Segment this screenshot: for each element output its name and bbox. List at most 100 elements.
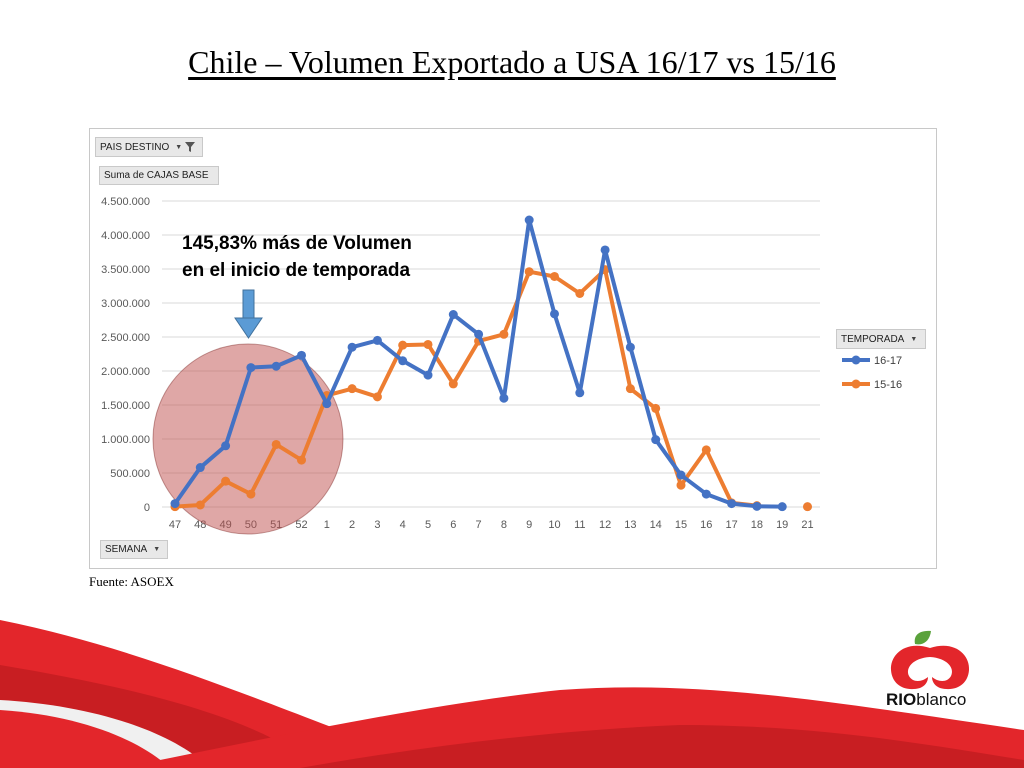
suma-cajas-field-button[interactable]: Suma de CAJAS BASE [99,166,219,185]
x-tick-label: 8 [501,519,507,531]
data-point [271,361,281,371]
data-point [727,499,737,509]
data-point [221,476,231,486]
y-tick-label: 2.000.000 [101,366,150,378]
temporada-label: TEMPORADA [841,333,905,345]
data-point [423,370,433,380]
x-tick-label: 16 [700,519,712,531]
x-tick-label: 12 [599,519,611,531]
x-tick-label: 19 [776,519,788,531]
data-point [474,329,484,339]
y-tick-label: 3.500.000 [101,264,150,276]
slide-title: Chile – Volumen Exportado a USA 16/17 vs… [188,44,836,80]
source-note: Fuente: ASOEX [89,574,174,589]
data-point [550,309,559,319]
pais-destino-label: PAIS DESTINO [100,141,170,153]
legend-marker [851,355,861,365]
data-point [575,288,585,298]
data-point [777,502,787,512]
annotation-line-1: 145,83% más de Volumen [182,233,412,254]
brand-name: RIOblanco [886,690,967,709]
data-point [701,489,711,499]
down-arrow-icon [234,289,263,339]
data-point [170,499,180,509]
x-tick-label: 11 [574,519,585,531]
data-point [701,445,711,455]
data-point [752,501,762,511]
data-point [423,339,433,349]
x-tick-label: 7 [476,519,482,531]
y-tick-label: 3.000.000 [101,298,150,310]
data-point [398,340,408,350]
data-point [651,403,661,413]
highlight-circle [152,343,344,535]
x-tick-label: 9 [526,519,532,531]
leaf-icon [914,630,931,645]
data-point [448,310,458,320]
data-point [195,500,205,510]
x-tick-label: 2 [349,519,355,531]
legend-label: 15-16 [874,379,902,391]
y-tick-label: 1.000.000 [101,434,150,446]
x-tick-label: 3 [374,519,380,531]
x-tick-label: 17 [725,519,737,531]
suma-cajas-label: Suma de CAJAS BASE [104,170,209,181]
data-point [398,356,408,366]
data-point [499,329,509,339]
y-tick-label: 500.000 [110,468,150,480]
data-point [448,379,458,389]
legend-label: 16-17 [874,355,902,367]
data-point [575,388,585,398]
x-tick-label: 18 [751,519,763,531]
x-tick-label: 15 [675,519,687,531]
semana-field-button[interactable]: SEMANA ▼ [100,540,168,559]
data-point [347,384,357,394]
data-point [221,441,231,451]
filter-icon [185,142,196,152]
x-tick-label: 21 [801,519,813,531]
series-16-17 [170,215,787,512]
data-point [195,463,205,473]
y-tick-label: 0 [144,502,150,514]
y-tick-label: 1.500.000 [101,400,150,412]
data-point [600,245,610,255]
data-point [322,399,332,409]
data-point [676,470,686,480]
annotation-line-2: en el inicio de temporada [182,260,410,281]
data-point [524,267,534,277]
data-point [676,480,686,490]
data-point [246,363,256,373]
data-point [625,342,635,352]
data-point [524,215,534,225]
x-tick-label: 1 [324,519,330,531]
data-point [372,335,382,345]
dropdown-arrow-icon: ▼ [153,546,161,553]
y-tick-label: 4.500.000 [101,196,150,208]
data-point [550,271,559,281]
dropdown-arrow-icon: ▼ [175,143,183,151]
temporada-field-button[interactable]: TEMPORADA ▼ [836,329,926,349]
semana-label: SEMANA [105,544,148,555]
x-tick-label: 4 [400,519,406,531]
series-line [174,267,758,509]
x-tick-label: 47 [169,519,181,531]
data-point [803,502,812,512]
data-point [297,455,306,465]
pais-destino-filter-button[interactable]: PAIS DESTINO ▼ [95,137,203,157]
x-tick-label: 14 [650,519,662,531]
data-point [271,439,281,449]
data-point [297,350,306,360]
x-tick-label: 5 [425,519,431,531]
data-point [372,392,382,402]
data-point [246,489,256,499]
x-tick-label: 13 [624,519,636,531]
data-point [625,384,635,394]
data-point [347,342,357,352]
data-point [651,435,661,445]
data-point [499,393,509,403]
x-tick-label: 52 [295,519,307,531]
y-tick-label: 4.000.000 [101,230,150,242]
legend-marker [851,379,861,389]
